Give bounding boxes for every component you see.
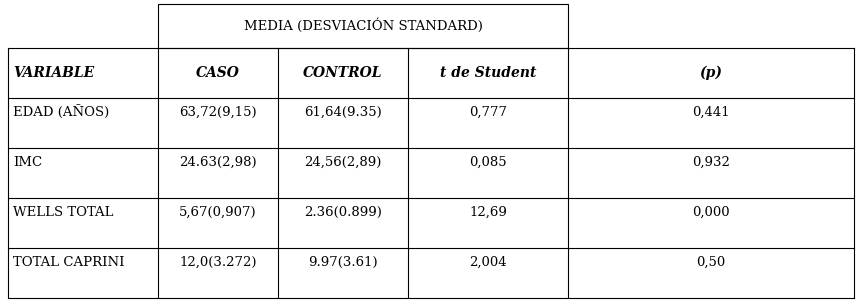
Text: VARIABLE: VARIABLE xyxy=(13,66,94,80)
Text: 2,004: 2,004 xyxy=(468,255,506,268)
Text: 2.36(0.899): 2.36(0.899) xyxy=(304,206,381,219)
Text: WELLS TOTAL: WELLS TOTAL xyxy=(13,206,114,219)
Text: 24.63(2,98): 24.63(2,98) xyxy=(179,156,257,168)
Text: 5,67(0,907): 5,67(0,907) xyxy=(179,206,257,219)
Text: 24,56(2,89): 24,56(2,89) xyxy=(304,156,381,168)
Text: 61,64(9.35): 61,64(9.35) xyxy=(304,105,381,119)
Text: 0,441: 0,441 xyxy=(691,105,729,119)
Text: 12,0(3.272): 12,0(3.272) xyxy=(179,255,257,268)
Text: 0,085: 0,085 xyxy=(468,156,506,168)
Text: 0,932: 0,932 xyxy=(691,156,729,168)
Text: TOTAL CAPRINI: TOTAL CAPRINI xyxy=(13,255,124,268)
Text: 0,50: 0,50 xyxy=(696,255,725,268)
Text: CASO: CASO xyxy=(195,66,239,80)
Text: 0,777: 0,777 xyxy=(468,105,506,119)
Text: 9.97(3.61): 9.97(3.61) xyxy=(308,255,377,268)
Text: EDAD (AÑOS): EDAD (AÑOS) xyxy=(13,105,109,119)
Text: (p): (p) xyxy=(698,66,722,80)
Text: IMC: IMC xyxy=(13,156,42,168)
Text: 63,72(9,15): 63,72(9,15) xyxy=(179,105,257,119)
Text: MEDIA (DESVIACIÓN STANDARD): MEDIA (DESVIACIÓN STANDARD) xyxy=(244,19,482,33)
Text: 12,69: 12,69 xyxy=(468,206,506,219)
Text: CONTROL: CONTROL xyxy=(303,66,382,80)
Bar xyxy=(158,4,567,48)
Text: t de Student: t de Student xyxy=(439,66,536,80)
Text: 0,000: 0,000 xyxy=(691,206,729,219)
